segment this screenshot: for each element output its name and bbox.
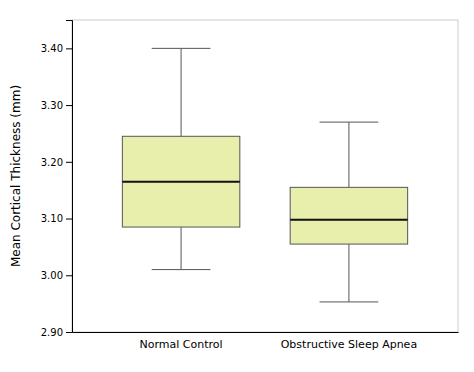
whisker-cap-lower: [320, 301, 379, 302]
y-tick: 3.00: [41, 270, 72, 281]
box-group: [290, 122, 407, 302]
y-tick-mark: [66, 219, 72, 220]
y-axis: 2.90 3.00 3.10 3.20 3.30 3.40: [41, 21, 73, 338]
plot: 2.90 3.00 3.10 3.20 3.30 3.40 Normal Control Ob…: [41, 20, 459, 351]
y-tick-mark: [66, 162, 72, 163]
y-axis-title: Mean Cortical Thickness (mm): [9, 85, 23, 267]
whisker-lower: [348, 244, 349, 302]
x-tick: Normal Control: [140, 338, 223, 351]
y-tick-label: 2.90: [41, 327, 63, 338]
y-tick-label: 3.10: [41, 213, 63, 224]
y-tick: 2.90: [41, 327, 72, 338]
box: [290, 187, 407, 244]
y-tick-label: 3.30: [41, 100, 63, 111]
y-tick: 3.10: [41, 213, 72, 224]
plot-frame: [72, 20, 458, 332]
whisker-lower: [181, 227, 182, 270]
box-group: [122, 48, 239, 269]
y-tick-mark: [66, 48, 72, 49]
x-axis-line: [73, 332, 459, 333]
y-tick-mark: [66, 332, 72, 333]
chart: 2.90 3.00 3.10 3.20 3.30 3.40 Normal Control Ob…: [0, 0, 474, 372]
marks: [122, 48, 407, 302]
y-tick: 3.20: [41, 157, 72, 168]
x-tick-label: Obstructive Sleep Apnea: [281, 338, 417, 351]
box: [122, 136, 239, 227]
x-axis: Normal Control Obstructive Sleep Apnea: [73, 333, 459, 351]
y-tick-label: 3.40: [41, 43, 63, 54]
whisker-upper: [348, 122, 349, 187]
y-tick: 3.40: [41, 43, 72, 54]
median: [122, 181, 239, 183]
y-tick: 3.30: [41, 100, 72, 111]
x-tick-label: Normal Control: [140, 338, 223, 351]
y-tick-label: 3.20: [41, 157, 63, 168]
x-tick: Obstructive Sleep Apnea: [281, 338, 417, 351]
whisker-cap-upper: [320, 122, 379, 123]
median: [290, 219, 407, 221]
y-tick-mark: [66, 105, 72, 106]
y-tick-label: 3.00: [41, 270, 63, 281]
y-axis-line: [66, 21, 73, 333]
whisker-upper: [181, 48, 182, 136]
whisker-cap-upper: [152, 48, 211, 49]
y-tick-mark: [66, 275, 72, 276]
whisker-cap-lower: [152, 269, 211, 270]
